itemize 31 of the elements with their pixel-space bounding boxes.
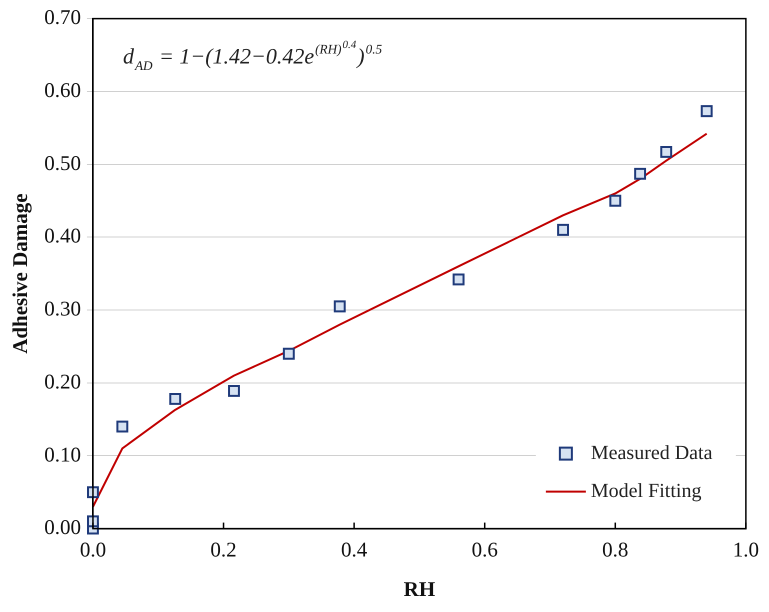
- point: [609, 194, 622, 207]
- legend-label: Measured Data: [590, 442, 713, 464]
- legend-label: Model Fitting: [590, 480, 702, 502]
- x-tick-label: 0.0: [80, 538, 106, 562]
- x-tick-label: 0.8: [602, 538, 628, 562]
- point: [87, 515, 99, 528]
- y-tick-label: 0.60: [44, 78, 81, 102]
- y-tick-label: 0.10: [44, 442, 81, 466]
- point: [228, 384, 240, 397]
- x-tick-label: 0.6: [472, 538, 498, 562]
- point: [169, 392, 182, 405]
- x-tick-label: 0.4: [340, 538, 368, 562]
- y-tick-label: 0.00: [44, 515, 81, 540]
- point: [452, 273, 465, 286]
- point: [282, 348, 295, 360]
- point: [660, 146, 672, 158]
- y-tick-label: 0.70: [44, 5, 81, 30]
- y-tick-label: 0.50: [44, 150, 81, 175]
- x-axis-title: RH: [404, 576, 436, 601]
- point: [116, 420, 128, 433]
- x-tick-label: 0.2: [210, 538, 237, 562]
- x-tick-label: 1.0: [732, 538, 759, 562]
- point: [334, 300, 346, 312]
- point: [700, 105, 713, 118]
- y-tick-label: 0.20: [44, 369, 81, 394]
- point: [87, 486, 99, 498]
- point: [634, 168, 646, 180]
- y-tick-label: 0.30: [44, 296, 81, 321]
- y-tick-label: 0.40: [44, 224, 81, 248]
- y-axis-title: Adhesive Damage: [8, 193, 32, 354]
- point: [557, 224, 570, 236]
